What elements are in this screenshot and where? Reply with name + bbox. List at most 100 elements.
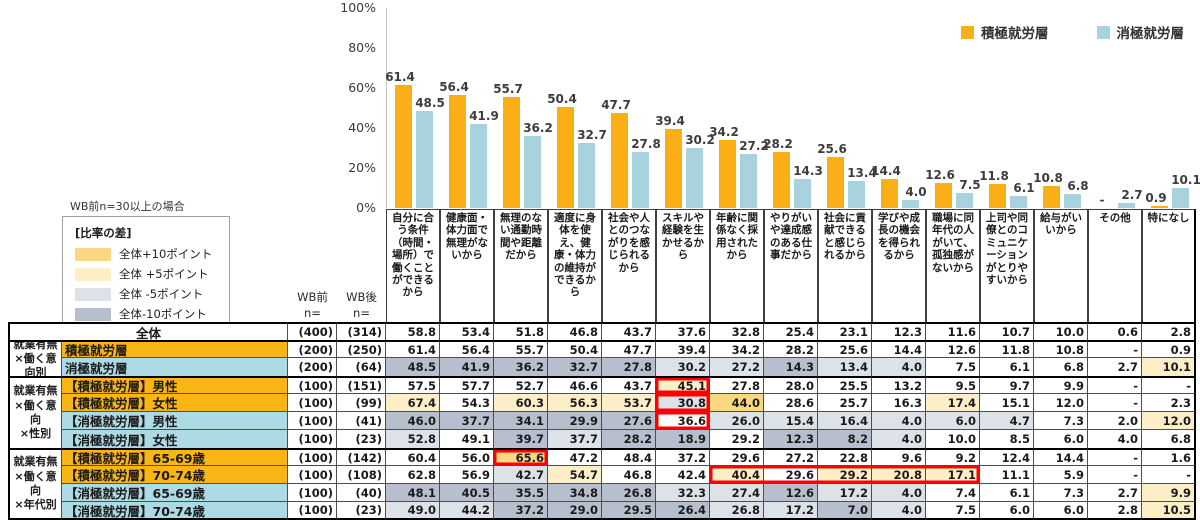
table-value-cell: 14.3 (764, 358, 818, 376)
table-value-cell: 52.8 (386, 430, 440, 448)
table-value-cell: 7.0 (818, 502, 872, 520)
table-value-cell: 9.6 (872, 448, 926, 466)
table-value-cell-highlighted: 20.8 (872, 466, 926, 484)
legend-label-passive: 消極就労層 (1116, 26, 1185, 42)
table-header-cell: 社会や人とのつながりを感じられるから (602, 209, 656, 322)
wb-before-n-cell: (100) (288, 412, 337, 430)
wb-before-n-cell: (100) (288, 394, 337, 412)
table-value-cell: 47.7 (602, 340, 656, 358)
table-value-cell: 7.3 (1034, 412, 1088, 430)
bar-value-label: 34.2 (709, 124, 739, 139)
table-value-cell: 37.7 (440, 412, 494, 430)
table-value-cell: 0.6 (1088, 322, 1142, 340)
table-value-cell: 27.8 (602, 358, 656, 376)
table-value-cell: 1.6 (1142, 448, 1196, 466)
wb-before-n-cell: (100) (288, 466, 337, 484)
chart-y-axis: 0% 20% 40% 60% 80% 100% (336, 0, 382, 215)
wb-after-n-cell: (142) (337, 448, 386, 466)
table-value-cell: 4.0 (872, 502, 926, 520)
table-value-cell: 6.1 (980, 358, 1034, 376)
table-row-label: 消極就労層 (62, 358, 288, 376)
table-value-cell: 12.3 (872, 322, 926, 340)
bar-column: 10.8 6.8 (1033, 8, 1089, 208)
bar-column: 0.9 10.1 (1143, 8, 1200, 208)
bar-active (557, 107, 574, 208)
table-value-cell: 10.0 (926, 430, 980, 448)
wb-after-n-cell: (151) (337, 376, 386, 394)
table-value-cell: 32.7 (548, 358, 602, 376)
y-tick-label: 0% (356, 200, 376, 215)
wb-before-n-cell: (200) (288, 340, 337, 358)
table-value-cell: 29.2 (710, 430, 764, 448)
table-value-cell: 44.2 (440, 502, 494, 520)
table-value-cell: 12.0 (1034, 394, 1088, 412)
table-value-cell: 25.6 (818, 340, 872, 358)
table-value-cell: 27.6 (602, 412, 656, 430)
table-value-cell: 57.7 (440, 376, 494, 394)
table-header-cell: 年齢に関係なく採用されたから (710, 209, 764, 322)
bar-value-label: 56.4 (439, 80, 469, 95)
wb-before-n-cell: (200) (288, 358, 337, 376)
table-value-cell: 37.6 (656, 322, 710, 340)
table-value-cell: 55.7 (494, 340, 548, 358)
table-value-cell: 2.7 (1088, 484, 1142, 502)
table-row-label: 【消極就労層】65-69歳 (62, 484, 288, 502)
table-value-cell: 2.7 (1088, 358, 1142, 376)
table-value-cell: 43.7 (602, 322, 656, 340)
diff-legend-box: [比率の差] 全体+10ポイント 全体 +5ポイント 全体 -5ポイント 全体-10ポ… (62, 216, 230, 336)
table-value-cell: 29.5 (602, 502, 656, 520)
table-value-cell: 7.4 (926, 484, 980, 502)
table-value-cell: 54.3 (440, 394, 494, 412)
bar-value-label: 55.7 (493, 81, 523, 96)
table-value-cell: 49.1 (440, 430, 494, 448)
table-value-cell: 6.1 (980, 484, 1034, 502)
bar-active (773, 151, 790, 208)
table-header-left-spacer (8, 209, 386, 322)
bar-active (449, 95, 466, 208)
bar-passive (470, 124, 487, 208)
diff-swatch-icon (75, 247, 111, 261)
table-value-cell: 6.0 (1034, 430, 1088, 448)
bar-column: 14.4 4.0 (871, 8, 927, 208)
bar-value-label: 27.8 (631, 137, 661, 152)
table-value-cell: 9.9 (1034, 376, 1088, 394)
table-value-cell: 28.2 (764, 340, 818, 358)
bar-passive (848, 181, 865, 208)
table-value-cell: 2.3 (1142, 394, 1196, 412)
table-value-cell: 56.3 (548, 394, 602, 412)
bar-value-label: 32.7 (577, 127, 607, 142)
table-value-cell: 11.1 (980, 466, 1034, 484)
bar-value-label: 12.6 (925, 167, 955, 182)
bar-passive (956, 193, 973, 208)
table-header-cell: 無理のない通勤時間や距離だから (494, 209, 548, 322)
table-value-cell: 6.0 (1034, 502, 1088, 520)
table-row-label: 【消極就労層】70-74歳 (62, 502, 288, 520)
table-value-cell: 37.7 (548, 430, 602, 448)
table-header-cell: 学びや成長の機会を得られるから (872, 209, 926, 322)
table-value-cell-highlighted: 29.2 (818, 466, 872, 484)
bar-value-label: 2.7 (1121, 187, 1143, 202)
diff-legend-label: 全体+10ポイント (119, 247, 213, 261)
table-value-cell-highlighted: 17.1 (926, 466, 980, 484)
table-value-cell-highlighted: 45.1 (656, 376, 710, 394)
passive-series-swatch-icon (1096, 25, 1110, 39)
table-value-cell: 5.9 (1034, 466, 1088, 484)
table-value-cell: 22.8 (818, 448, 872, 466)
diff-swatch-icon (75, 307, 111, 321)
table-value-cell: 27.8 (710, 376, 764, 394)
wb-before-n-cell: (100) (288, 502, 337, 520)
table-value-cell: 17.2 (818, 484, 872, 502)
table-value-cell: 27.2 (710, 358, 764, 376)
table-header-cell: 給与がいいから (1034, 209, 1088, 322)
table-value-cell: 60.3 (494, 394, 548, 412)
table-value-cell: - (1088, 394, 1142, 412)
table-value-cell: 35.5 (494, 484, 548, 502)
bar-active (881, 179, 898, 208)
bar-passive (1172, 187, 1189, 208)
table-value-cell: 26.8 (602, 484, 656, 502)
table-value-cell: 39.7 (494, 430, 548, 448)
table-value-cell: - (1142, 466, 1196, 484)
table-value-cell-highlighted: 30.8 (656, 394, 710, 412)
table-value-cell: 30.2 (656, 358, 710, 376)
table-value-cell: 4.0 (1088, 430, 1142, 448)
